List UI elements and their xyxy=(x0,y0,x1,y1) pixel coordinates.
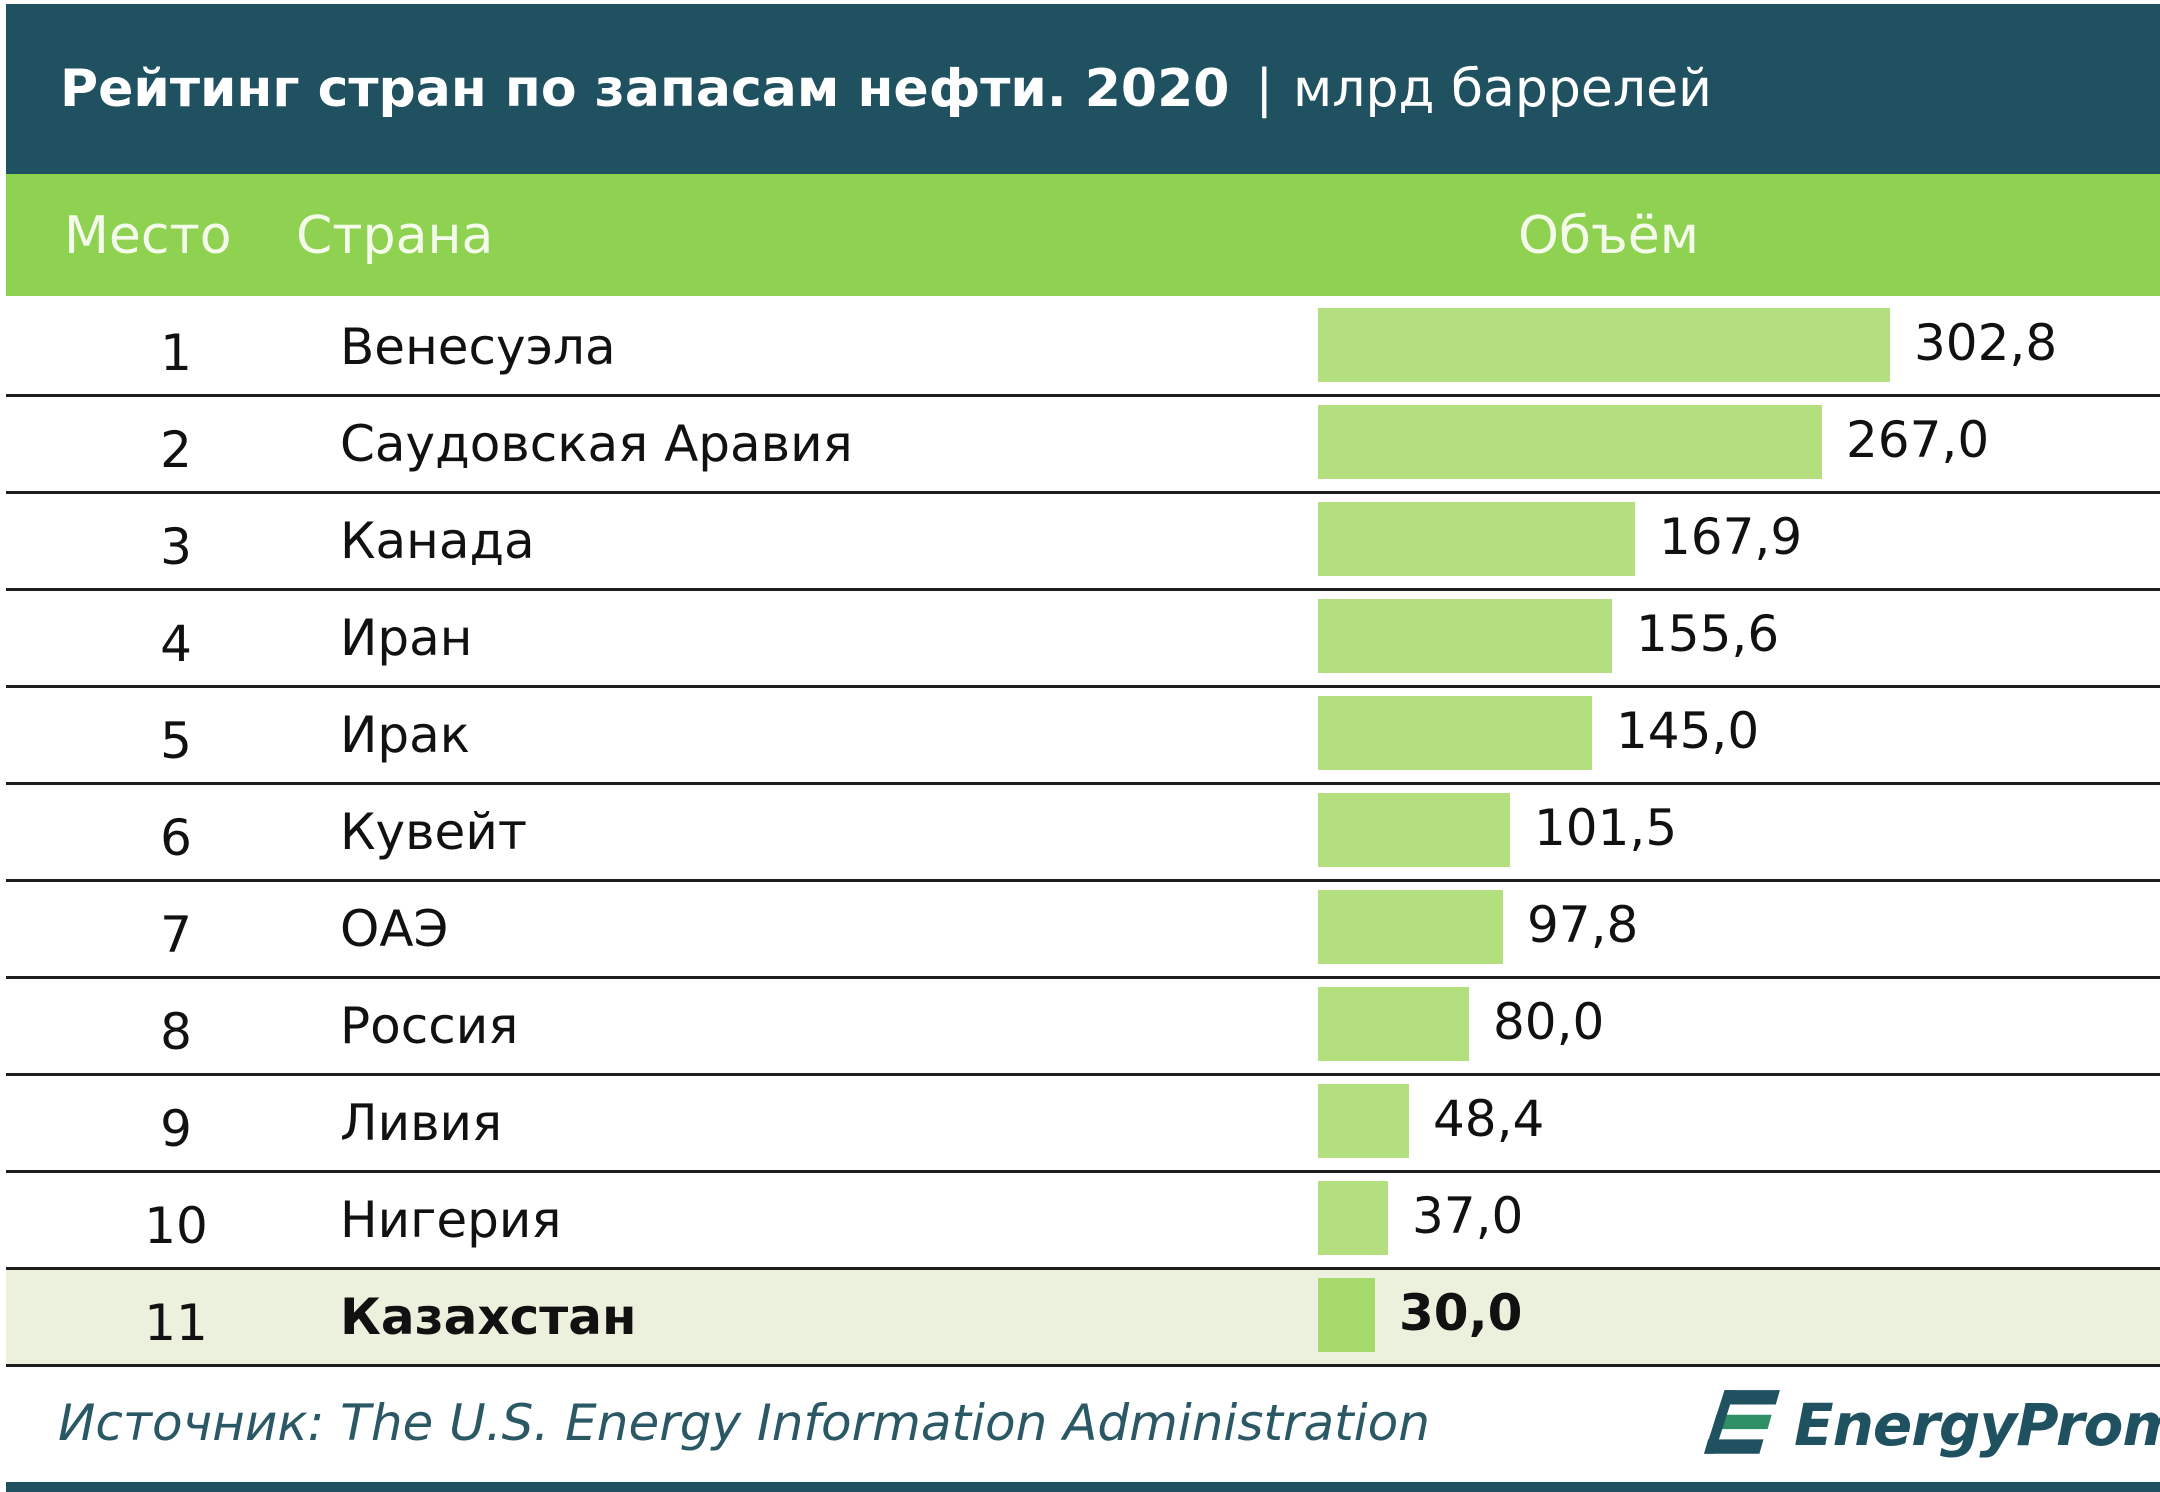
rank-label: 5 xyxy=(160,712,192,770)
table-row: 8 Россия 80,0 xyxy=(6,979,2160,1076)
value-label: 48,4 xyxy=(1433,1090,1545,1148)
table-row: 5 Ирак 145,0 xyxy=(6,688,2160,785)
chart-title: Рейтинг стран по запасам нефти. 2020 xyxy=(60,59,1230,119)
table-row: 2 Саудовская Аравия 267,0 xyxy=(6,397,2160,494)
country-label: Иран xyxy=(340,609,473,667)
energyprom-logo: EnergyProm xyxy=(1702,1384,2160,1466)
header-volume: Объём xyxy=(1518,206,1699,266)
source-note: Источник: The U.S. Energy Information Ad… xyxy=(58,1394,1430,1452)
header-divider xyxy=(1894,296,1902,300)
energyprom-logo-icon xyxy=(1704,1390,1780,1454)
bar xyxy=(1318,502,1635,576)
title-separator: | xyxy=(1255,59,1273,119)
bar xyxy=(1318,890,1503,964)
value-label: 267,0 xyxy=(1846,411,1990,469)
table-row: 9 Ливия 48,4 xyxy=(6,1076,2160,1173)
bar xyxy=(1318,308,1890,382)
country-label: Саудовская Аравия xyxy=(340,415,853,473)
value-label: 30,0 xyxy=(1399,1284,1523,1342)
bar xyxy=(1318,1181,1388,1255)
header-country: Страна xyxy=(296,206,494,266)
rank-label: 8 xyxy=(160,1003,192,1061)
table-row: 3 Канада 167,9 xyxy=(6,494,2160,591)
country-label: Кувейт xyxy=(340,803,527,861)
value-label: 101,5 xyxy=(1534,799,1678,857)
value-label: 145,0 xyxy=(1616,702,1760,760)
table-row: 10 Нигерия 37,0 xyxy=(6,1173,2160,1270)
header-place: Место xyxy=(64,206,232,266)
bar xyxy=(1318,599,1612,673)
logo-text: EnergyProm xyxy=(1794,1391,2160,1459)
column-header-bar: Место Страна Объём xyxy=(6,174,2160,296)
title-bar: Рейтинг стран по запасам нефти. 2020 | м… xyxy=(6,4,2160,174)
bar xyxy=(1318,696,1592,770)
country-label: Канада xyxy=(340,512,535,570)
rank-label: 1 xyxy=(160,324,192,382)
bar xyxy=(1318,987,1469,1061)
rank-label: 11 xyxy=(144,1294,208,1352)
rank-label: 7 xyxy=(160,906,192,964)
value-label: 37,0 xyxy=(1412,1187,1524,1245)
value-label: 155,6 xyxy=(1636,605,1780,663)
bar xyxy=(1318,405,1822,479)
rank-label: 10 xyxy=(144,1197,208,1255)
country-label: ОАЭ xyxy=(340,900,449,958)
bar xyxy=(1318,1084,1409,1158)
chart-table: Рейтинг стран по запасам нефти. 2020 | м… xyxy=(6,0,2160,1492)
rank-label: 3 xyxy=(160,518,192,576)
value-label: 167,9 xyxy=(1659,508,1803,566)
footer: Источник: The U.S. Energy Information Ad… xyxy=(6,1370,2160,1492)
bottom-rule xyxy=(6,1482,2160,1492)
rank-label: 4 xyxy=(160,615,192,673)
header-divider xyxy=(1312,296,1320,300)
country-label: Казахстан xyxy=(340,1288,637,1346)
table-row: 11 Казахстан 30,0 xyxy=(6,1270,2160,1367)
header-divider xyxy=(282,296,290,300)
rank-label: 2 xyxy=(160,421,192,479)
rank-label: 6 xyxy=(160,809,192,867)
country-label: Ирак xyxy=(340,706,470,764)
value-label: 97,8 xyxy=(1527,896,1639,954)
country-label: Ливия xyxy=(340,1094,503,1152)
table-row: 1 Венесуэла 302,8 xyxy=(6,300,2160,397)
value-label: 80,0 xyxy=(1493,993,1605,1051)
value-label: 302,8 xyxy=(1914,314,2058,372)
country-label: Венесуэла xyxy=(340,318,616,376)
chart-unit: млрд баррелей xyxy=(1292,59,1712,119)
table-row: 4 Иран 155,6 xyxy=(6,591,2160,688)
country-label: Россия xyxy=(340,997,519,1055)
bar xyxy=(1318,1278,1375,1352)
bar xyxy=(1318,793,1510,867)
table-row: 6 Кувейт 101,5 xyxy=(6,785,2160,882)
country-label: Нигерия xyxy=(340,1191,562,1249)
table-row: 7 ОАЭ 97,8 xyxy=(6,882,2160,979)
rank-label: 9 xyxy=(160,1100,192,1158)
